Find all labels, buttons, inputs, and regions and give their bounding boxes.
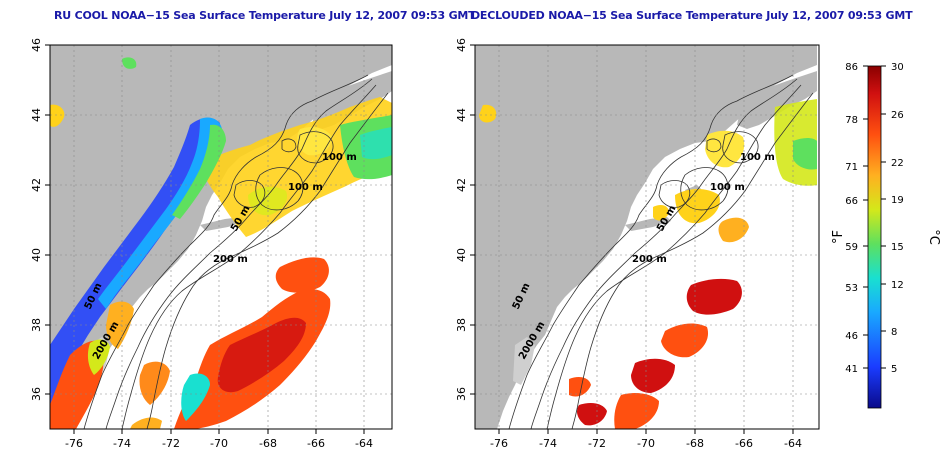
right-map-title: DECLOUDED NOAA−15 Sea Surface Temperatur… (471, 9, 913, 22)
left-x-tick: -68 (259, 437, 277, 450)
colorbar-f-tick: 66 (845, 196, 858, 207)
right-y-tick: 38 (455, 318, 468, 332)
colorbar-c-tick: 22 (891, 158, 904, 169)
left-x-tick: -66 (307, 437, 325, 450)
left-x-tick: -74 (113, 437, 131, 450)
left-x-tick: -64 (355, 437, 373, 450)
left-map-title: RU COOL NOAA−15 Sea Surface Temperature … (54, 9, 476, 22)
colorbar-f-tick: 41 (845, 364, 858, 375)
right-y-tick: 42 (455, 178, 468, 192)
contour-label-100m-a: 100 m (322, 152, 357, 163)
left-x-tick: -72 (162, 437, 180, 450)
right-x-tick: -72 (588, 437, 606, 450)
colorbar-f-tick: 86 (845, 62, 858, 73)
left-x-tick: -76 (65, 437, 83, 450)
right-x-tick: -74 (539, 437, 557, 450)
colorbar-celsius-label: °C (926, 229, 941, 245)
right-x-tick: -64 (784, 437, 802, 450)
colorbar-c-tick: 15 (891, 242, 904, 253)
contour-label-200m: 200 m (632, 254, 667, 265)
left-y-tick: 46 (30, 38, 43, 52)
temperature-colorbar: 86 78 71 66 59 53 46 41 30 26 22 19 15 1… (831, 62, 941, 409)
colorbar-fahrenheit-label: °F (831, 230, 846, 244)
left-y-tick: 44 (30, 108, 43, 122)
contour-label-200m: 200 m (213, 254, 248, 265)
left-y-tick: 38 (30, 318, 43, 332)
colorbar-c-tick: 30 (891, 62, 904, 73)
right-y-tick: 46 (455, 38, 468, 52)
colorbar-c-tick: 12 (891, 280, 904, 291)
left-y-tick: 42 (30, 178, 43, 192)
colorbar-c-tick: 26 (891, 110, 904, 121)
colorbar-c-tick: 8 (891, 327, 897, 338)
right-y-tick: 44 (455, 108, 468, 122)
colorbar-f-tick: 59 (845, 242, 858, 253)
right-y-tick: 36 (455, 387, 468, 401)
left-sst-map: 100 m 100 m 50 m 200 m 50 m 2000 m -76 -… (30, 38, 393, 450)
right-x-tick: -68 (686, 437, 704, 450)
left-y-tick: 40 (30, 248, 43, 262)
colorbar-c-tick: 5 (891, 364, 897, 375)
right-y-tick: 40 (455, 248, 468, 262)
right-x-tick: -70 (637, 437, 655, 450)
colorbar-f-tick: 71 (845, 162, 858, 173)
left-y-tick: 36 (30, 387, 43, 401)
colorbar-c-tick: 19 (891, 195, 904, 206)
right-x-tick: -76 (490, 437, 508, 450)
right-sst-map: 100 m 100 m 50 m 200 m 50 m 2000 m -76 -… (455, 38, 820, 450)
contour-label-100m-b: 100 m (710, 182, 745, 193)
colorbar-f-tick: 53 (845, 283, 858, 294)
left-x-tick: -70 (210, 437, 228, 450)
colorbar-f-tick: 78 (845, 115, 858, 126)
contour-label-100m-b: 100 m (288, 182, 323, 193)
contour-label-100m-a: 100 m (740, 152, 775, 163)
colorbar-f-tick: 46 (845, 331, 858, 342)
right-x-tick: -66 (735, 437, 753, 450)
